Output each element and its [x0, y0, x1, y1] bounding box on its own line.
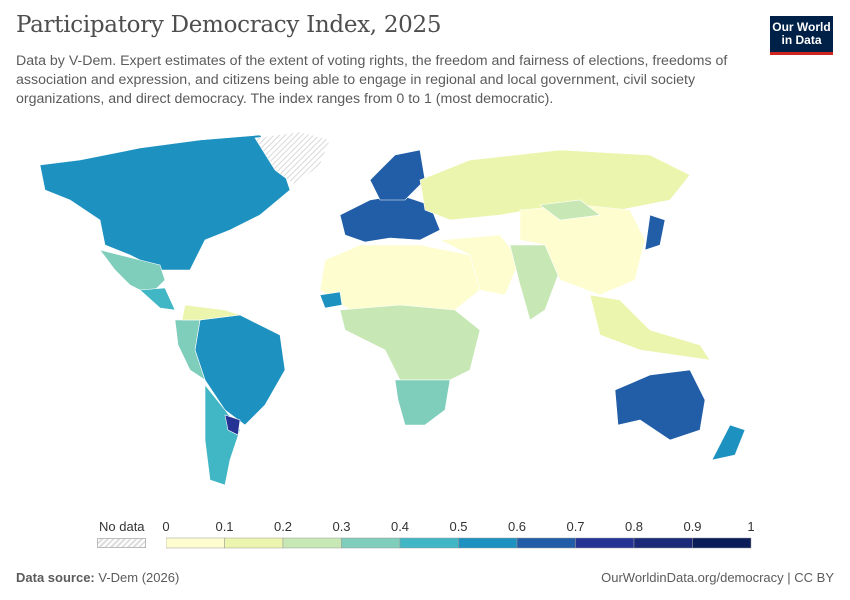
map-region[interactable]: [644, 214, 666, 251]
legend-tick-label: 0.6: [507, 519, 527, 534]
legend-bin[interactable]: [516, 537, 576, 549]
map-region[interactable]: [319, 291, 343, 309]
legend-bin[interactable]: [633, 537, 693, 549]
map-region[interactable]: [614, 369, 706, 441]
legend-tick-label: 0.3: [332, 519, 351, 534]
chart-title: Participatory Democracy Index, 2025: [16, 12, 442, 38]
legend-bin[interactable]: [166, 537, 225, 549]
legend-tick-label: 0.5: [449, 519, 468, 534]
map-region[interactable]: [224, 414, 241, 436]
legend-tick-label: 0.8: [624, 519, 644, 534]
legend-bin[interactable]: [282, 537, 342, 549]
map-region[interactable]: [519, 204, 646, 296]
map-region[interactable]: [339, 304, 481, 381]
data-source: Data source: V-Dem (2026): [16, 570, 180, 585]
legend-bin[interactable]: [399, 537, 459, 549]
legend-tick-label: 0: [162, 519, 170, 534]
legend-tick-label: 0.1: [215, 519, 234, 534]
legend-tick-label: 0.2: [273, 519, 293, 534]
map-region[interactable]: [438, 234, 521, 296]
map-region[interactable]: [419, 149, 691, 221]
map-region[interactable]: [369, 149, 426, 201]
legend-tick-label: 0.4: [390, 519, 410, 534]
source-link[interactable]: OurWorldinData.org/democracy | CC BY: [601, 570, 834, 585]
legend-bin[interactable]: [458, 537, 518, 549]
legend-tick-label: 1: [747, 519, 755, 534]
legend-bin[interactable]: [575, 537, 635, 549]
map-region[interactable]: [139, 287, 176, 311]
owid-logo[interactable]: Our World in Data: [770, 16, 833, 55]
legend-no-data-swatch: [97, 538, 146, 548]
chart-subtitle: Data by V-Dem. Expert estimates of the e…: [16, 53, 728, 107]
legend-bin[interactable]: [224, 537, 284, 549]
world-map[interactable]: [0, 120, 850, 510]
legend-bin[interactable]: [692, 537, 752, 549]
map-region[interactable]: [319, 244, 481, 311]
map-region[interactable]: [181, 304, 241, 321]
map-region[interactable]: [394, 379, 451, 426]
map-region[interactable]: [204, 384, 241, 486]
legend-color-bar: [166, 537, 752, 549]
legend-bin[interactable]: [341, 537, 401, 549]
legend-tick-label: 0.7: [566, 519, 585, 534]
map-region[interactable]: [539, 199, 601, 221]
map-region[interactable]: [254, 131, 331, 186]
map-region[interactable]: [589, 294, 711, 361]
legend-tick-label: 0.9: [683, 519, 702, 534]
legend-no-data-label: No data: [99, 519, 145, 534]
map-region[interactable]: [39, 134, 291, 271]
map-region[interactable]: [711, 424, 746, 461]
